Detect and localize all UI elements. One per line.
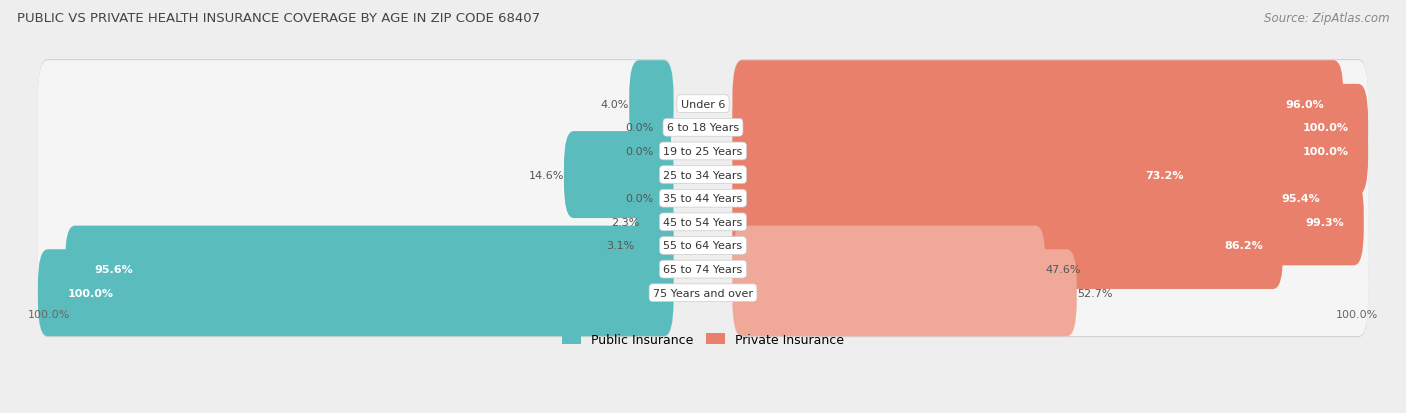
FancyBboxPatch shape bbox=[38, 249, 673, 337]
Text: Under 6: Under 6 bbox=[681, 100, 725, 109]
FancyBboxPatch shape bbox=[733, 179, 1368, 266]
FancyBboxPatch shape bbox=[38, 107, 673, 196]
Text: 100.0%: 100.0% bbox=[1336, 309, 1378, 319]
FancyBboxPatch shape bbox=[38, 132, 673, 218]
FancyBboxPatch shape bbox=[733, 61, 1343, 148]
Text: 0.0%: 0.0% bbox=[626, 147, 654, 157]
FancyBboxPatch shape bbox=[733, 132, 1368, 218]
FancyBboxPatch shape bbox=[630, 61, 673, 148]
FancyBboxPatch shape bbox=[38, 178, 673, 267]
Text: 65 to 74 Years: 65 to 74 Years bbox=[664, 264, 742, 275]
Text: 75 Years and over: 75 Years and over bbox=[652, 288, 754, 298]
Text: 100.0%: 100.0% bbox=[67, 288, 114, 298]
FancyBboxPatch shape bbox=[38, 85, 673, 171]
FancyBboxPatch shape bbox=[733, 85, 1368, 171]
FancyBboxPatch shape bbox=[38, 60, 673, 149]
Text: 73.2%: 73.2% bbox=[1144, 170, 1184, 180]
FancyBboxPatch shape bbox=[733, 131, 1368, 219]
FancyBboxPatch shape bbox=[733, 132, 1204, 218]
FancyBboxPatch shape bbox=[733, 249, 1368, 337]
Text: 0.0%: 0.0% bbox=[626, 123, 654, 133]
Text: 14.6%: 14.6% bbox=[529, 170, 564, 180]
Text: 100.0%: 100.0% bbox=[1302, 147, 1348, 157]
FancyBboxPatch shape bbox=[640, 179, 673, 266]
FancyBboxPatch shape bbox=[733, 225, 1368, 314]
FancyBboxPatch shape bbox=[733, 202, 1368, 289]
Text: 19 to 25 Years: 19 to 25 Years bbox=[664, 147, 742, 157]
Legend: Public Insurance, Private Insurance: Public Insurance, Private Insurance bbox=[555, 327, 851, 352]
FancyBboxPatch shape bbox=[634, 202, 673, 289]
Text: 95.4%: 95.4% bbox=[1281, 194, 1320, 204]
FancyBboxPatch shape bbox=[733, 249, 1077, 337]
Text: 4.0%: 4.0% bbox=[600, 100, 630, 109]
Text: 99.3%: 99.3% bbox=[1305, 217, 1344, 227]
FancyBboxPatch shape bbox=[733, 179, 1364, 266]
Text: 100.0%: 100.0% bbox=[1302, 123, 1348, 133]
FancyBboxPatch shape bbox=[38, 226, 673, 313]
Text: 96.0%: 96.0% bbox=[1285, 100, 1324, 109]
FancyBboxPatch shape bbox=[38, 108, 673, 195]
Text: 25 to 34 Years: 25 to 34 Years bbox=[664, 170, 742, 180]
FancyBboxPatch shape bbox=[733, 85, 1368, 171]
FancyBboxPatch shape bbox=[733, 155, 1368, 242]
FancyBboxPatch shape bbox=[38, 225, 673, 314]
FancyBboxPatch shape bbox=[733, 154, 1368, 243]
FancyBboxPatch shape bbox=[38, 202, 673, 289]
Text: PUBLIC VS PRIVATE HEALTH INSURANCE COVERAGE BY AGE IN ZIP CODE 68407: PUBLIC VS PRIVATE HEALTH INSURANCE COVER… bbox=[17, 12, 540, 25]
FancyBboxPatch shape bbox=[65, 226, 673, 313]
FancyBboxPatch shape bbox=[564, 132, 673, 218]
FancyBboxPatch shape bbox=[733, 226, 1045, 313]
Text: 52.7%: 52.7% bbox=[1077, 288, 1112, 298]
FancyBboxPatch shape bbox=[733, 155, 1340, 242]
FancyBboxPatch shape bbox=[733, 202, 1284, 289]
FancyBboxPatch shape bbox=[733, 178, 1368, 267]
FancyBboxPatch shape bbox=[733, 108, 1368, 195]
FancyBboxPatch shape bbox=[38, 61, 673, 148]
Text: 55 to 64 Years: 55 to 64 Years bbox=[664, 241, 742, 251]
Text: 2.3%: 2.3% bbox=[612, 217, 640, 227]
FancyBboxPatch shape bbox=[733, 60, 1368, 149]
FancyBboxPatch shape bbox=[38, 249, 673, 337]
Text: 0.0%: 0.0% bbox=[626, 194, 654, 204]
Text: 6 to 18 Years: 6 to 18 Years bbox=[666, 123, 740, 133]
FancyBboxPatch shape bbox=[38, 155, 673, 242]
FancyBboxPatch shape bbox=[733, 226, 1368, 313]
FancyBboxPatch shape bbox=[733, 84, 1368, 172]
Text: 35 to 44 Years: 35 to 44 Years bbox=[664, 194, 742, 204]
Text: 95.6%: 95.6% bbox=[94, 264, 134, 275]
FancyBboxPatch shape bbox=[733, 108, 1368, 195]
FancyBboxPatch shape bbox=[38, 154, 673, 243]
FancyBboxPatch shape bbox=[38, 179, 673, 266]
FancyBboxPatch shape bbox=[38, 84, 673, 172]
FancyBboxPatch shape bbox=[38, 202, 673, 290]
FancyBboxPatch shape bbox=[733, 249, 1368, 337]
Text: 3.1%: 3.1% bbox=[606, 241, 634, 251]
Text: 47.6%: 47.6% bbox=[1045, 264, 1081, 275]
FancyBboxPatch shape bbox=[733, 202, 1368, 290]
FancyBboxPatch shape bbox=[733, 107, 1368, 196]
Text: 45 to 54 Years: 45 to 54 Years bbox=[664, 217, 742, 227]
Text: Source: ZipAtlas.com: Source: ZipAtlas.com bbox=[1264, 12, 1389, 25]
Text: 86.2%: 86.2% bbox=[1225, 241, 1264, 251]
FancyBboxPatch shape bbox=[38, 249, 673, 337]
FancyBboxPatch shape bbox=[38, 131, 673, 219]
Text: 100.0%: 100.0% bbox=[28, 309, 70, 319]
FancyBboxPatch shape bbox=[733, 61, 1368, 148]
